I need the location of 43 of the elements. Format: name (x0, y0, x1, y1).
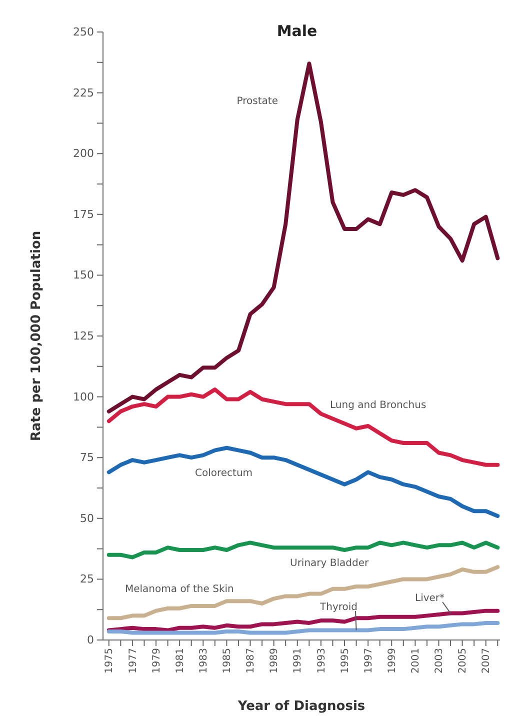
x-tick-label: 2003 (434, 648, 446, 674)
y-tick-label: 50 (80, 512, 94, 525)
series-label: Lung and Bronchus (330, 400, 426, 411)
series-label: Liver* (415, 593, 445, 604)
line-series (106, 388, 500, 467)
x-tick-label: 1997 (363, 648, 374, 674)
x-tick-label: 1983 (198, 648, 210, 674)
chart-title: Male (276, 22, 318, 40)
x-tick-label: 1993 (316, 648, 328, 674)
y-tick-label: 200 (73, 147, 94, 160)
x-tick-label: 1989 (269, 648, 280, 674)
y-tick-label: 250 (73, 26, 94, 39)
y-tick-label: 25 (80, 572, 94, 586)
y-tick-label: 225 (73, 86, 94, 100)
x-tick-label: 2007 (481, 648, 492, 674)
x-tick-label: 1981 (174, 648, 186, 674)
series-label: Urinary Bladder (290, 558, 370, 569)
x-tick-label: 2001 (410, 648, 422, 674)
series-label: Thyroid (319, 602, 358, 613)
x-tick-label: 1999 (386, 648, 398, 674)
y-axis-title: Rate per 100,000 Population (29, 230, 44, 442)
line-series (106, 620, 500, 635)
x-tick-label: 1979 (151, 648, 162, 674)
x-tick-label: 1991 (292, 648, 304, 674)
y-tick-label: 0 (87, 634, 94, 647)
text: Prostate (236, 96, 278, 107)
y-tick-label: 150 (73, 268, 94, 282)
series-label: Melanoma of the Skin (125, 584, 234, 595)
line-series (106, 446, 500, 518)
series-label: Colorectum (195, 468, 253, 479)
y-tick-label: 125 (73, 330, 94, 343)
line-series (106, 62, 500, 414)
x-axis-title: Year of Diagnosis (236, 699, 366, 714)
y-tick-label: 100 (73, 390, 94, 404)
y-tick-label: 175 (73, 208, 94, 221)
x-tick-label: 1985 (222, 648, 233, 674)
x-tick-label: 1987 (246, 648, 257, 674)
x-tick-label: 1977 (128, 648, 139, 674)
x-tick-label: 1995 (340, 648, 351, 674)
line-series (106, 540, 500, 560)
x-tick-label: 2005 (458, 648, 469, 674)
x-tick-label: 1975 (104, 648, 116, 674)
y-tick-label: 75 (80, 451, 94, 464)
